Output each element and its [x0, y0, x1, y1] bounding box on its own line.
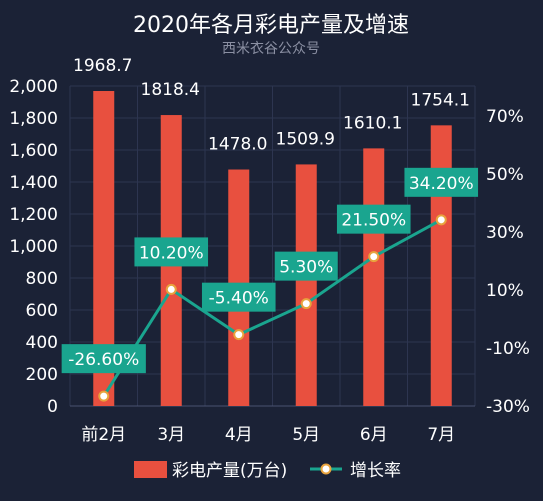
line-series: -26.60% 10.20% -5.40% 5.30% 21.50%34.20%: [61, 167, 479, 402]
y-right-tick-label: 30%: [486, 223, 524, 243]
x-tick-label: 5月: [292, 425, 320, 445]
point-label-box: [336, 204, 411, 234]
y-left-tick-label: 0: [47, 397, 58, 417]
y-right-tick-label: 10%: [486, 281, 524, 301]
y-right-tick-label: -10%: [486, 339, 530, 359]
bar-labels: 1968.7 1818.4 1478.0 1509.9 1610.1 1754.1: [73, 56, 470, 155]
point-label: -26.60%: [68, 350, 139, 370]
x-tick-label: 7月: [427, 425, 455, 445]
y-left-tick-label: 800: [26, 269, 58, 289]
y-left-tick-label: 200: [26, 365, 58, 385]
point-label: 21.50%: [341, 211, 406, 231]
point-label: 10.20%: [139, 243, 204, 263]
y-left-tick-label: 1,400: [9, 173, 58, 193]
point-marker: [300, 298, 312, 310]
bar-value-label: 1610.1: [343, 113, 402, 133]
bar-value-label: 1509.9: [276, 129, 335, 149]
bar: [93, 91, 115, 407]
chart-title: 2020年各月彩电产量及增速: [133, 13, 409, 38]
x-tick-label: 3月: [157, 425, 185, 445]
y-right-tick-label: -30%: [486, 397, 530, 417]
y-axis-left: 0 200 400 600 800 1,000 1,200 1,400 1,600 1,800 2,…: [9, 77, 58, 417]
x-tick-label: 4月: [225, 425, 253, 445]
y-axis-right: -30% -10% 10% 30% 50% 70%: [486, 107, 530, 417]
point-label-box: [134, 237, 209, 267]
bar-value-label: 1478.0: [208, 135, 267, 155]
y-left-tick-label: 400: [26, 333, 58, 353]
bar-value-label: 1818.4: [141, 80, 200, 100]
legend-line-label: 增长率: [350, 461, 401, 481]
legend-bar-swatch: [134, 461, 167, 478]
y-left-tick-label: 2,000: [9, 77, 58, 97]
point-label-box: [274, 251, 338, 281]
legend-bar-label: 彩电产量(万台): [172, 461, 287, 481]
x-axis: 前2月 3月 4月 5月 6月 7月: [81, 425, 455, 445]
bar: [295, 164, 317, 406]
y-left-tick-label: 1,200: [9, 205, 58, 225]
legend[interactable]: 彩电产量(万台) 增长率: [134, 461, 401, 481]
point-label-box: [404, 167, 479, 197]
point-label: 34.20%: [409, 174, 474, 194]
y-right-tick-label: 50%: [486, 165, 524, 185]
bar-value-label: 1968.7: [73, 56, 132, 76]
point-marker: [165, 283, 177, 295]
x-tick-label: 前2月: [81, 425, 126, 445]
point-marker: [98, 390, 110, 402]
point-label: -5.40%: [209, 289, 269, 309]
point-label-box: [201, 282, 276, 312]
x-tick-label: 6月: [360, 425, 388, 445]
point-marker: [368, 251, 380, 263]
point-marker: [233, 329, 245, 341]
point-label: 5.30%: [279, 258, 333, 278]
point-marker: [435, 214, 447, 226]
point-label-box: [61, 344, 146, 374]
bar-value-label: 1754.1: [411, 90, 470, 110]
y-right-tick-label: 70%: [486, 107, 524, 127]
y-left-tick-label: 1,000: [9, 237, 58, 257]
growth-line: [102, 218, 442, 397]
y-left-tick-label: 1,800: [9, 109, 58, 129]
legend-line-marker: [320, 463, 332, 475]
y-left-tick-label: 1,600: [9, 141, 58, 161]
chart-subtitle: 西米衣谷公众号: [222, 41, 320, 57]
y-left-tick-label: 600: [26, 301, 58, 321]
bar: [363, 148, 385, 406]
bar: [430, 125, 452, 407]
